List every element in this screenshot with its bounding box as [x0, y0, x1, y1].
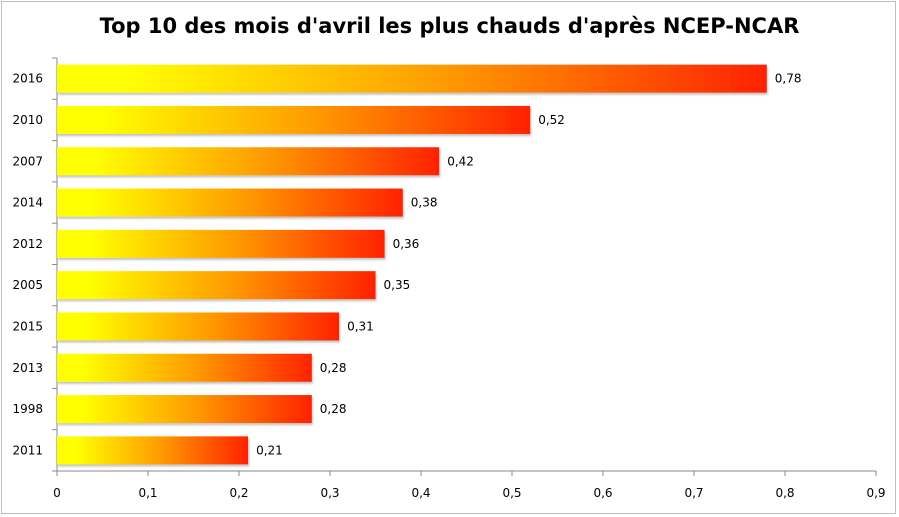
category-label: 2014	[12, 196, 43, 210]
data-label: 0,38	[411, 196, 438, 210]
bar-2011	[57, 436, 249, 465]
bar-2014	[57, 188, 403, 217]
bar-2010	[57, 105, 531, 134]
data-label: 0,35	[384, 278, 411, 292]
category-label: 1998	[12, 402, 43, 416]
x-tick-label: 0,8	[775, 486, 794, 500]
category-label: 2007	[12, 154, 43, 168]
x-tick-label: 0,9	[866, 486, 885, 500]
bar-2013	[57, 353, 312, 382]
data-label: 0,21	[256, 443, 283, 457]
bar-1998	[57, 395, 312, 424]
category-label: 2010	[12, 113, 43, 127]
category-label: 2013	[12, 361, 43, 375]
x-tick-label: 0,1	[138, 486, 157, 500]
category-label: 2011	[12, 443, 43, 457]
bar-2007	[57, 147, 440, 176]
data-label: 0,28	[320, 361, 347, 375]
x-tick-label: 0,2	[229, 486, 248, 500]
bar-2015	[57, 312, 340, 341]
data-label: 0,78	[775, 72, 802, 86]
data-label: 0,28	[320, 402, 347, 416]
x-tick-label: 0,4	[411, 486, 430, 500]
data-label: 0,52	[538, 113, 565, 127]
data-label: 0,42	[447, 154, 474, 168]
x-tick-label: 0,3	[320, 486, 339, 500]
bar-2016	[57, 64, 767, 93]
x-tick-label: 0,7	[684, 486, 703, 500]
bar-2012	[57, 229, 385, 258]
x-tick-label: 0,6	[593, 486, 612, 500]
category-label: 2015	[12, 319, 43, 333]
category-label: 2012	[12, 237, 43, 251]
bar-2005	[57, 271, 376, 300]
data-label: 0,31	[347, 319, 374, 333]
chart-title: Top 10 des mois d'avril les plus chauds …	[99, 14, 800, 38]
x-tick-label: 0,5	[502, 486, 521, 500]
category-label: 2005	[12, 278, 43, 292]
data-label: 0,36	[393, 237, 420, 251]
x-tick-label: 0	[53, 486, 61, 500]
category-label: 2016	[12, 72, 43, 86]
